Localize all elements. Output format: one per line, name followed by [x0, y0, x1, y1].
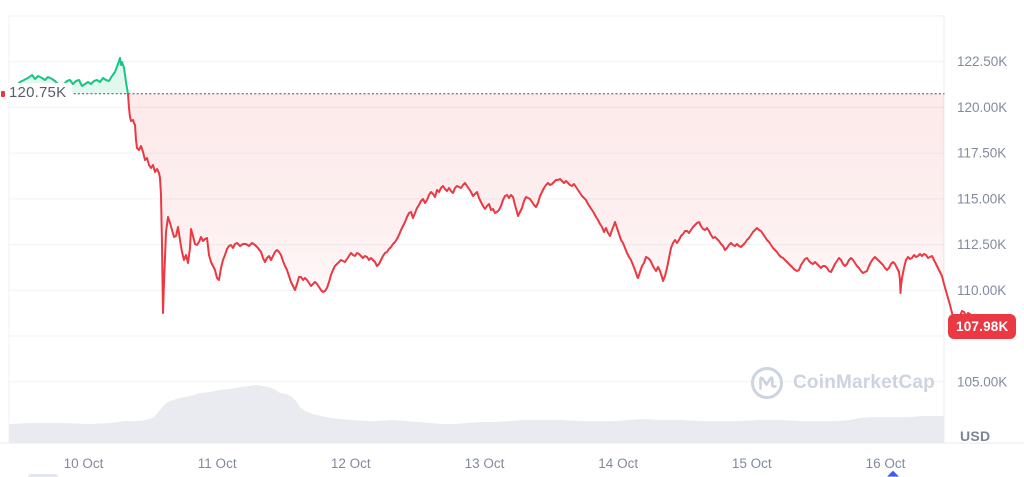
x-axis-tick-label: 15 Oct [732, 456, 772, 471]
current-price-badge: 107.98K [948, 314, 1017, 339]
x-axis-tick-label: 11 Oct [198, 456, 237, 471]
x-axis-tick-label: 12 Oct [331, 456, 371, 471]
baseline-start-tick [1, 91, 5, 97]
x-axis-tick-label: 10 Oct [64, 456, 104, 471]
y-axis-tick-label: 120.00K [957, 100, 1007, 115]
scroll-indicator-icon [887, 470, 899, 477]
price-line-up [8, 57, 129, 95]
currency-label: USD [960, 428, 991, 444]
y-axis-tick-label: 105.00K [957, 374, 1007, 389]
price-line-down [127, 93, 976, 332]
red-area-fill [128, 93, 944, 313]
y-axis-tick-label: 112.50K [957, 237, 1006, 252]
x-axis-tick-label: 16 Oct [866, 456, 906, 471]
x-axis-tick-label: 14 Oct [598, 456, 638, 471]
x-axis-tick-label: 13 Oct [465, 456, 505, 471]
baseline-price-label: 120.75K [5, 83, 73, 102]
watermark-text: CoinMarketCap [793, 372, 935, 393]
scrollbar-pill [28, 474, 58, 477]
volume-area [9, 385, 944, 443]
y-axis-tick-label: 117.50K [957, 146, 1006, 161]
y-axis-tick-label: 122.50K [957, 54, 1007, 69]
y-axis-tick-label: 115.00K [957, 191, 1006, 206]
watermark: CoinMarketCap [750, 366, 935, 400]
y-axis-tick-label: 110.00K [957, 283, 1006, 298]
coinmarketcap-logo-icon [751, 367, 783, 399]
